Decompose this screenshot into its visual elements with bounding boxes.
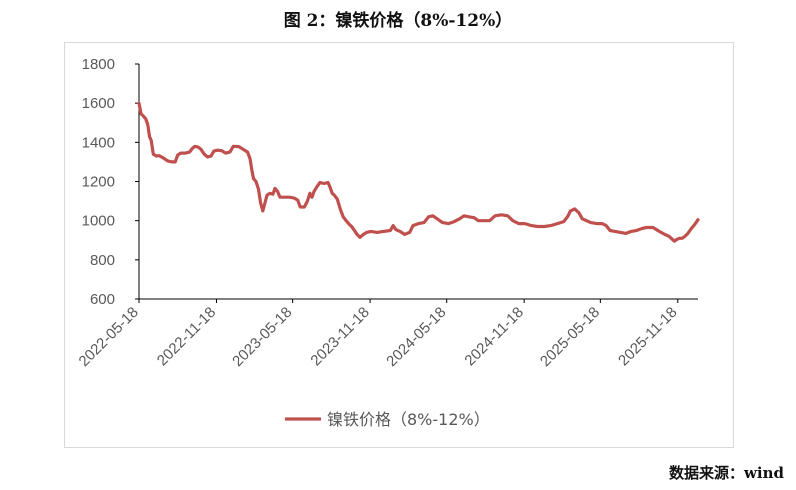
x-tick-label: 2024-11-18 [461, 304, 526, 369]
y-tick-label: 1600 [82, 95, 115, 112]
line-chart: 600 800 1000 1200 1400 1600 1800 2022-05-18 2022… [76, 56, 700, 429]
series-line [137, 101, 700, 243]
x-tick-label: 2024-05-18 [383, 304, 449, 370]
y-tick-label: 600 [90, 291, 115, 308]
chart-title: 图 2：镍铁价格（8%-12%） [283, 11, 513, 31]
x-tick-label: 2022-05-18 [76, 304, 142, 370]
y-tick-label: 800 [90, 252, 115, 269]
data-source-note: 数据来源：wind [668, 464, 784, 482]
legend-label: 镍铁价格（8%-12%） [327, 410, 490, 429]
x-tick-label: 2022-11-18 [154, 304, 219, 369]
x-tick-label: 2023-11-18 [307, 304, 372, 369]
y-tick-label: 1400 [82, 134, 115, 151]
y-tick-label: 1000 [82, 213, 115, 230]
x-tick-label: 2025-05-18 [537, 304, 603, 370]
x-tick-label: 2023-05-18 [229, 304, 295, 370]
x-tick-label: 2025-11-18 [615, 304, 680, 369]
y-tick-label: 1200 [82, 174, 115, 191]
chart-area: 600 800 1000 1200 1400 1600 1800 2022-05-18 2022… [64, 42, 734, 448]
y-tick-label: 1800 [82, 56, 115, 73]
